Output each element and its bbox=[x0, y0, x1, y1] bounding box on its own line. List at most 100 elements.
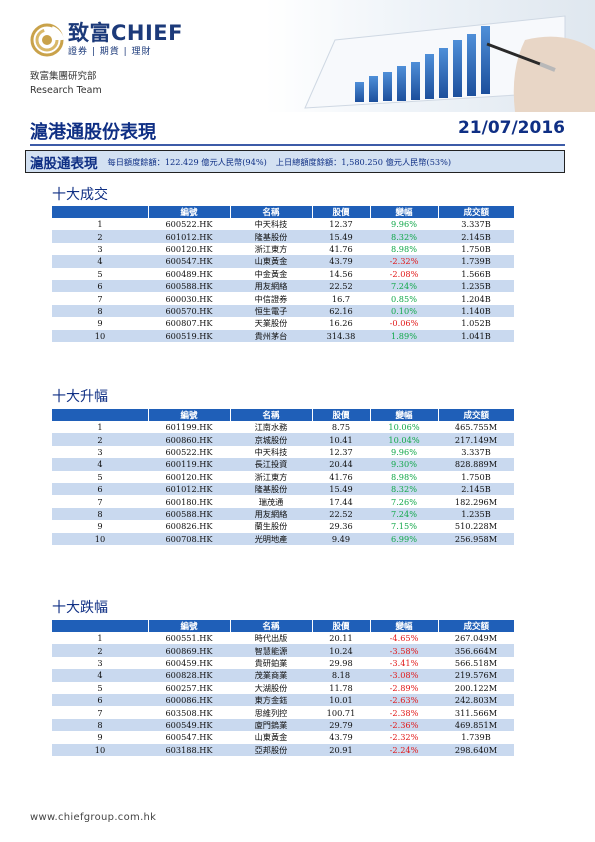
price-cell: 20.11 bbox=[329, 633, 353, 644]
rank-cell: 3 bbox=[97, 657, 103, 668]
rank-cell: 3 bbox=[97, 243, 103, 254]
brand-name: 致富CHIEF bbox=[68, 21, 183, 45]
quota-title: 滬股通表現 bbox=[30, 155, 98, 172]
table-row: 6 601012.HK 隆基股份 15.49 8.32% 2.145B bbox=[52, 482, 514, 496]
turnover-cell: 1.739B bbox=[438, 255, 514, 268]
stock-code-cell: 603508.HK bbox=[165, 707, 213, 718]
stock-code-cell: 600120.HK bbox=[165, 471, 213, 482]
price-cell: 16.26 bbox=[329, 318, 353, 329]
rank-cell: 2 bbox=[52, 644, 148, 657]
table-row: 7 600030.HK 中信證券 16.7 0.85% 1.204B bbox=[52, 292, 514, 304]
turnover-cell: 465.755M bbox=[454, 422, 498, 433]
stock-name-cell: 隆基股份 bbox=[230, 230, 312, 243]
price-cell: 314.38 bbox=[312, 329, 370, 342]
table-row: 1 600551.HK 時代出版 20.11 -4.65% 267.049M bbox=[52, 632, 514, 644]
change-cell: -3.58% bbox=[370, 644, 438, 657]
header-code: 編號 bbox=[147, 206, 230, 218]
stock-name-cell: 瑞茂通 bbox=[258, 496, 284, 507]
stock-name-cell: 用友網絡 bbox=[230, 507, 312, 521]
header-turnover: 成交額 bbox=[437, 409, 514, 421]
header-name: 名稱 bbox=[229, 206, 312, 218]
stock-code-cell: 601012.HK bbox=[148, 230, 230, 243]
stock-name-cell: 天業股份 bbox=[254, 318, 288, 329]
stock-code-cell: 600489.HK bbox=[165, 268, 213, 279]
stock-code-cell: 600086.HK bbox=[148, 693, 230, 707]
turnover-cell: 219.576M bbox=[438, 669, 514, 682]
stock-code-cell: 600522.HK bbox=[165, 219, 213, 230]
turnover-cell: 2.145B bbox=[438, 230, 514, 243]
stock-code-cell: 600120.HK bbox=[165, 243, 213, 254]
stock-name-cell: 蘭生股份 bbox=[254, 521, 288, 532]
turnover-cell: 217.149M bbox=[438, 433, 514, 446]
price-cell: 41.76 bbox=[329, 243, 353, 254]
stock-name-cell: 江南水務 bbox=[254, 422, 288, 433]
table-row: 8 600549.HK 廈門鎢業 29.79 -2.36% 469.851M bbox=[52, 718, 514, 732]
change-cell: 8.98% bbox=[390, 243, 417, 254]
price-cell: 9.49 bbox=[312, 532, 370, 545]
stock-code-cell: 600588.HK bbox=[148, 279, 230, 293]
table-row: 10 603188.HK 亞邦股份 20.91 -2.24% 298.640M bbox=[52, 743, 514, 756]
stock-name-cell: 隆基股份 bbox=[230, 482, 312, 496]
table-row: 10 600708.HK 光明地產 9.49 6.99% 256.958M bbox=[52, 532, 514, 545]
stock-name-cell: 山東黃金 bbox=[230, 255, 312, 268]
organization-block: 致富集團研究部 Research Team bbox=[30, 70, 102, 98]
table-row: 9 600547.HK 山東黃金 43.79 -2.32% 1.739B bbox=[52, 731, 514, 743]
change-cell: -2.24% bbox=[370, 743, 438, 756]
header-change: 變幅 bbox=[369, 409, 438, 421]
change-cell: 10.04% bbox=[370, 433, 438, 446]
previous-total-quota-balance: 上日總額度餘額：1,580.250 億元人民幣(53%) bbox=[275, 156, 452, 167]
stock-code-cell: 600180.HK bbox=[165, 496, 213, 507]
stock-code-cell: 601012.HK bbox=[148, 482, 230, 496]
header-price: 股價 bbox=[311, 206, 370, 218]
change-cell: 10.06% bbox=[388, 422, 420, 433]
change-cell: -2.63% bbox=[370, 693, 438, 707]
change-cell: 0.10% bbox=[370, 304, 438, 318]
footer-website[interactable]: www.chiefgroup.com.hk bbox=[30, 812, 157, 823]
title-divider bbox=[30, 144, 565, 146]
table-row: 9 600826.HK 蘭生股份 29.36 7.15% 510.228M bbox=[52, 520, 514, 532]
change-cell: -4.65% bbox=[389, 633, 419, 644]
rank-cell: 6 bbox=[52, 693, 148, 707]
price-cell: 43.79 bbox=[329, 732, 353, 743]
rank-cell: 4 bbox=[52, 669, 148, 682]
price-cell: 29.98 bbox=[329, 657, 353, 668]
rank-cell: 8 bbox=[52, 304, 148, 318]
table-row: 5 600120.HK 浙江東方 41.76 8.98% 1.750B bbox=[52, 471, 514, 483]
org-team: Research Team bbox=[30, 85, 102, 96]
table-row: 3 600522.HK 中天科技 12.37 9.96% 3.337B bbox=[52, 446, 514, 458]
stock-name-cell: 廈門鎢業 bbox=[230, 718, 312, 732]
change-cell: -2.36% bbox=[370, 718, 438, 732]
stock-name-cell: 浙江東方 bbox=[254, 471, 288, 482]
header-name: 名稱 bbox=[229, 620, 312, 632]
table-row: 8 600570.HK 恒生電子 62.16 0.10% 1.140B bbox=[52, 304, 514, 318]
stock-name-cell: 長江投資 bbox=[230, 458, 312, 471]
rank-cell: 2 bbox=[52, 433, 148, 446]
stock-code-cell: 600547.HK bbox=[148, 255, 230, 268]
table-row: 6 600086.HK 東方金鈺 10.01 -2.63% 242.803M bbox=[52, 693, 514, 707]
stock-code-cell: 601199.HK bbox=[165, 422, 213, 433]
change-cell: 7.24% bbox=[370, 279, 438, 293]
table-row: 4 600547.HK 山東黃金 43.79 -2.32% 1.739B bbox=[52, 255, 514, 268]
rank-cell: 5 bbox=[97, 682, 103, 693]
table-header-row: 編號 名稱 股價 變幅 成交額 bbox=[52, 620, 514, 632]
rank-cell: 2 bbox=[52, 230, 148, 243]
page-title: 滬港通股份表現 bbox=[30, 122, 156, 143]
rank-cell: 8 bbox=[52, 507, 148, 521]
header-change: 變幅 bbox=[369, 206, 438, 218]
change-cell: -2.38% bbox=[389, 707, 419, 718]
turnover-cell: 1.204B bbox=[461, 293, 491, 304]
price-cell: 8.18 bbox=[312, 669, 370, 682]
price-cell: 11.78 bbox=[329, 682, 353, 693]
stock-code-cell: 600826.HK bbox=[165, 521, 213, 532]
price-cell: 22.52 bbox=[312, 279, 370, 293]
turnover-cell: 267.049M bbox=[454, 633, 498, 644]
daily-quota-balance: 每日額度餘額：122.429 億元人民幣(94%) bbox=[107, 156, 267, 167]
header-change: 變幅 bbox=[369, 620, 438, 632]
turnover-cell: 510.228M bbox=[454, 521, 498, 532]
rank-cell: 3 bbox=[97, 446, 103, 457]
turnover-cell: 3.337B bbox=[461, 219, 491, 230]
header-price: 股價 bbox=[311, 620, 370, 632]
top-gainers-table: 編號 名稱 股價 變幅 成交額 1 601199.HK 江南水務 8.75 10.06%… bbox=[52, 409, 514, 545]
turnover-cell: 1.750B bbox=[461, 243, 491, 254]
change-cell: -2.08% bbox=[389, 268, 419, 279]
